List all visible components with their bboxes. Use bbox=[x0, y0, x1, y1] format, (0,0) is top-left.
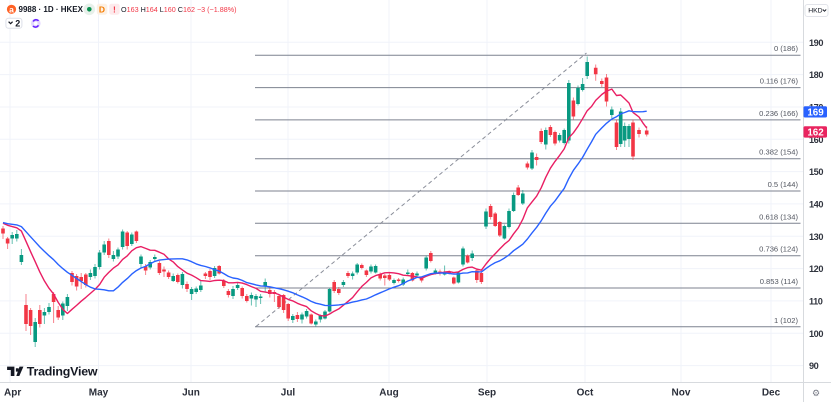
svg-text:Oct: Oct bbox=[577, 388, 594, 399]
svg-text:110: 110 bbox=[809, 297, 823, 307]
svg-text:0.236 (166): 0.236 (166) bbox=[759, 109, 798, 118]
svg-text:0.116 (176): 0.116 (176) bbox=[760, 77, 799, 86]
svg-text:0.5 (144): 0.5 (144) bbox=[768, 180, 799, 189]
svg-text:HKD: HKD bbox=[808, 7, 822, 14]
svg-text:120: 120 bbox=[809, 264, 823, 274]
svg-text:100: 100 bbox=[809, 329, 823, 339]
svg-text:130: 130 bbox=[809, 232, 823, 242]
svg-text:Sep: Sep bbox=[478, 388, 496, 399]
svg-text:TradingView: TradingView bbox=[27, 365, 98, 379]
svg-text:Nov: Nov bbox=[672, 388, 691, 399]
svg-text:162: 162 bbox=[807, 128, 824, 139]
svg-text:180: 180 bbox=[809, 70, 823, 80]
svg-text:O163 H164 L160 C162 −3 (−1.88%: O163 H164 L160 C162 −3 (−1.88%) bbox=[121, 5, 237, 14]
svg-text:0 (186): 0 (186) bbox=[774, 44, 799, 53]
svg-text:0.736 (124): 0.736 (124) bbox=[759, 245, 798, 254]
svg-text:0.853 (114): 0.853 (114) bbox=[760, 277, 799, 286]
svg-text:9988 · 1D · HKEX: 9988 · 1D · HKEX bbox=[19, 5, 84, 14]
svg-text:169: 169 bbox=[807, 107, 824, 118]
svg-text:a: a bbox=[9, 4, 14, 14]
svg-text:Apr: Apr bbox=[4, 388, 21, 399]
svg-text:D: D bbox=[99, 5, 105, 15]
svg-text:Jul: Jul bbox=[281, 388, 296, 399]
svg-text:1 (102): 1 (102) bbox=[774, 316, 799, 325]
svg-text:0.382 (154): 0.382 (154) bbox=[759, 148, 798, 157]
svg-text:!: ! bbox=[113, 5, 116, 15]
svg-text:Dec: Dec bbox=[762, 388, 781, 399]
svg-text:160: 160 bbox=[809, 135, 823, 145]
svg-text:150: 150 bbox=[809, 167, 823, 177]
svg-text:Aug: Aug bbox=[379, 388, 398, 399]
svg-text:2: 2 bbox=[15, 19, 20, 29]
svg-text:May: May bbox=[89, 388, 109, 399]
svg-text:140: 140 bbox=[809, 200, 823, 210]
svg-text:Jun: Jun bbox=[182, 388, 200, 399]
svg-text:⚙: ⚙ bbox=[812, 388, 820, 398]
svg-text:90: 90 bbox=[809, 361, 819, 371]
svg-text:0.618 (134): 0.618 (134) bbox=[759, 212, 798, 221]
svg-text:190: 190 bbox=[809, 38, 823, 48]
